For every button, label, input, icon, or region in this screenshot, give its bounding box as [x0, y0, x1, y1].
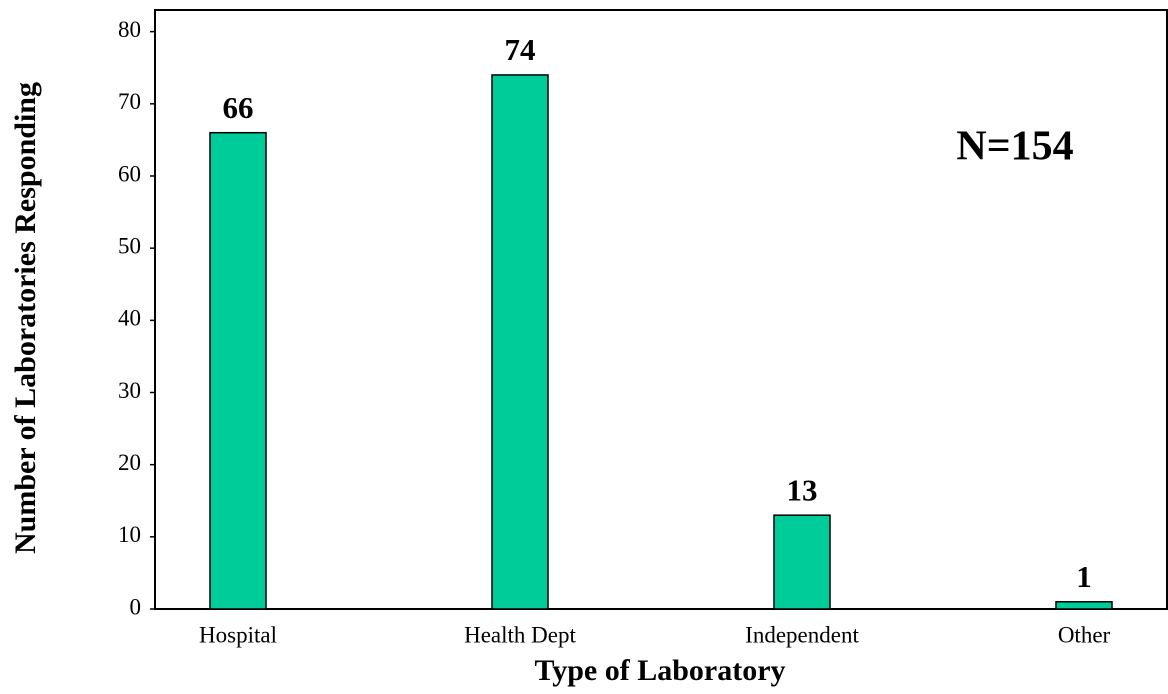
value-label: 66	[223, 90, 254, 125]
y-tick-label: 40	[118, 306, 141, 331]
y-tick-label: 60	[118, 161, 141, 186]
y-tick-label: 70	[118, 89, 141, 114]
bar	[491, 74, 549, 610]
bar	[1055, 601, 1113, 610]
x-tick-label: Independent	[745, 622, 859, 647]
x-tick-label: Hospital	[199, 622, 277, 647]
annotation: N=154	[956, 124, 1073, 170]
y-tick-label: 0	[130, 594, 142, 619]
y-tick-label: 80	[118, 17, 141, 42]
x-tick-label: Other	[1058, 622, 1111, 647]
bar	[209, 131, 267, 610]
x-tick-label: Health Dept	[464, 622, 576, 647]
y-axis-title: Number of Laboratories Responding	[9, 82, 42, 554]
value-label: 74	[505, 32, 536, 67]
x-axis-title: Type of Laboratory	[534, 654, 785, 687]
y-tick-label: 10	[118, 522, 141, 547]
value-label: 13	[787, 472, 818, 507]
y-tick-label: 50	[118, 233, 141, 258]
bar	[773, 514, 831, 610]
value-label: 1	[1076, 559, 1092, 594]
y-tick-label: 30	[118, 378, 141, 403]
y-tick-label: 20	[118, 450, 141, 475]
plot-frame	[154, 9, 1168, 610]
